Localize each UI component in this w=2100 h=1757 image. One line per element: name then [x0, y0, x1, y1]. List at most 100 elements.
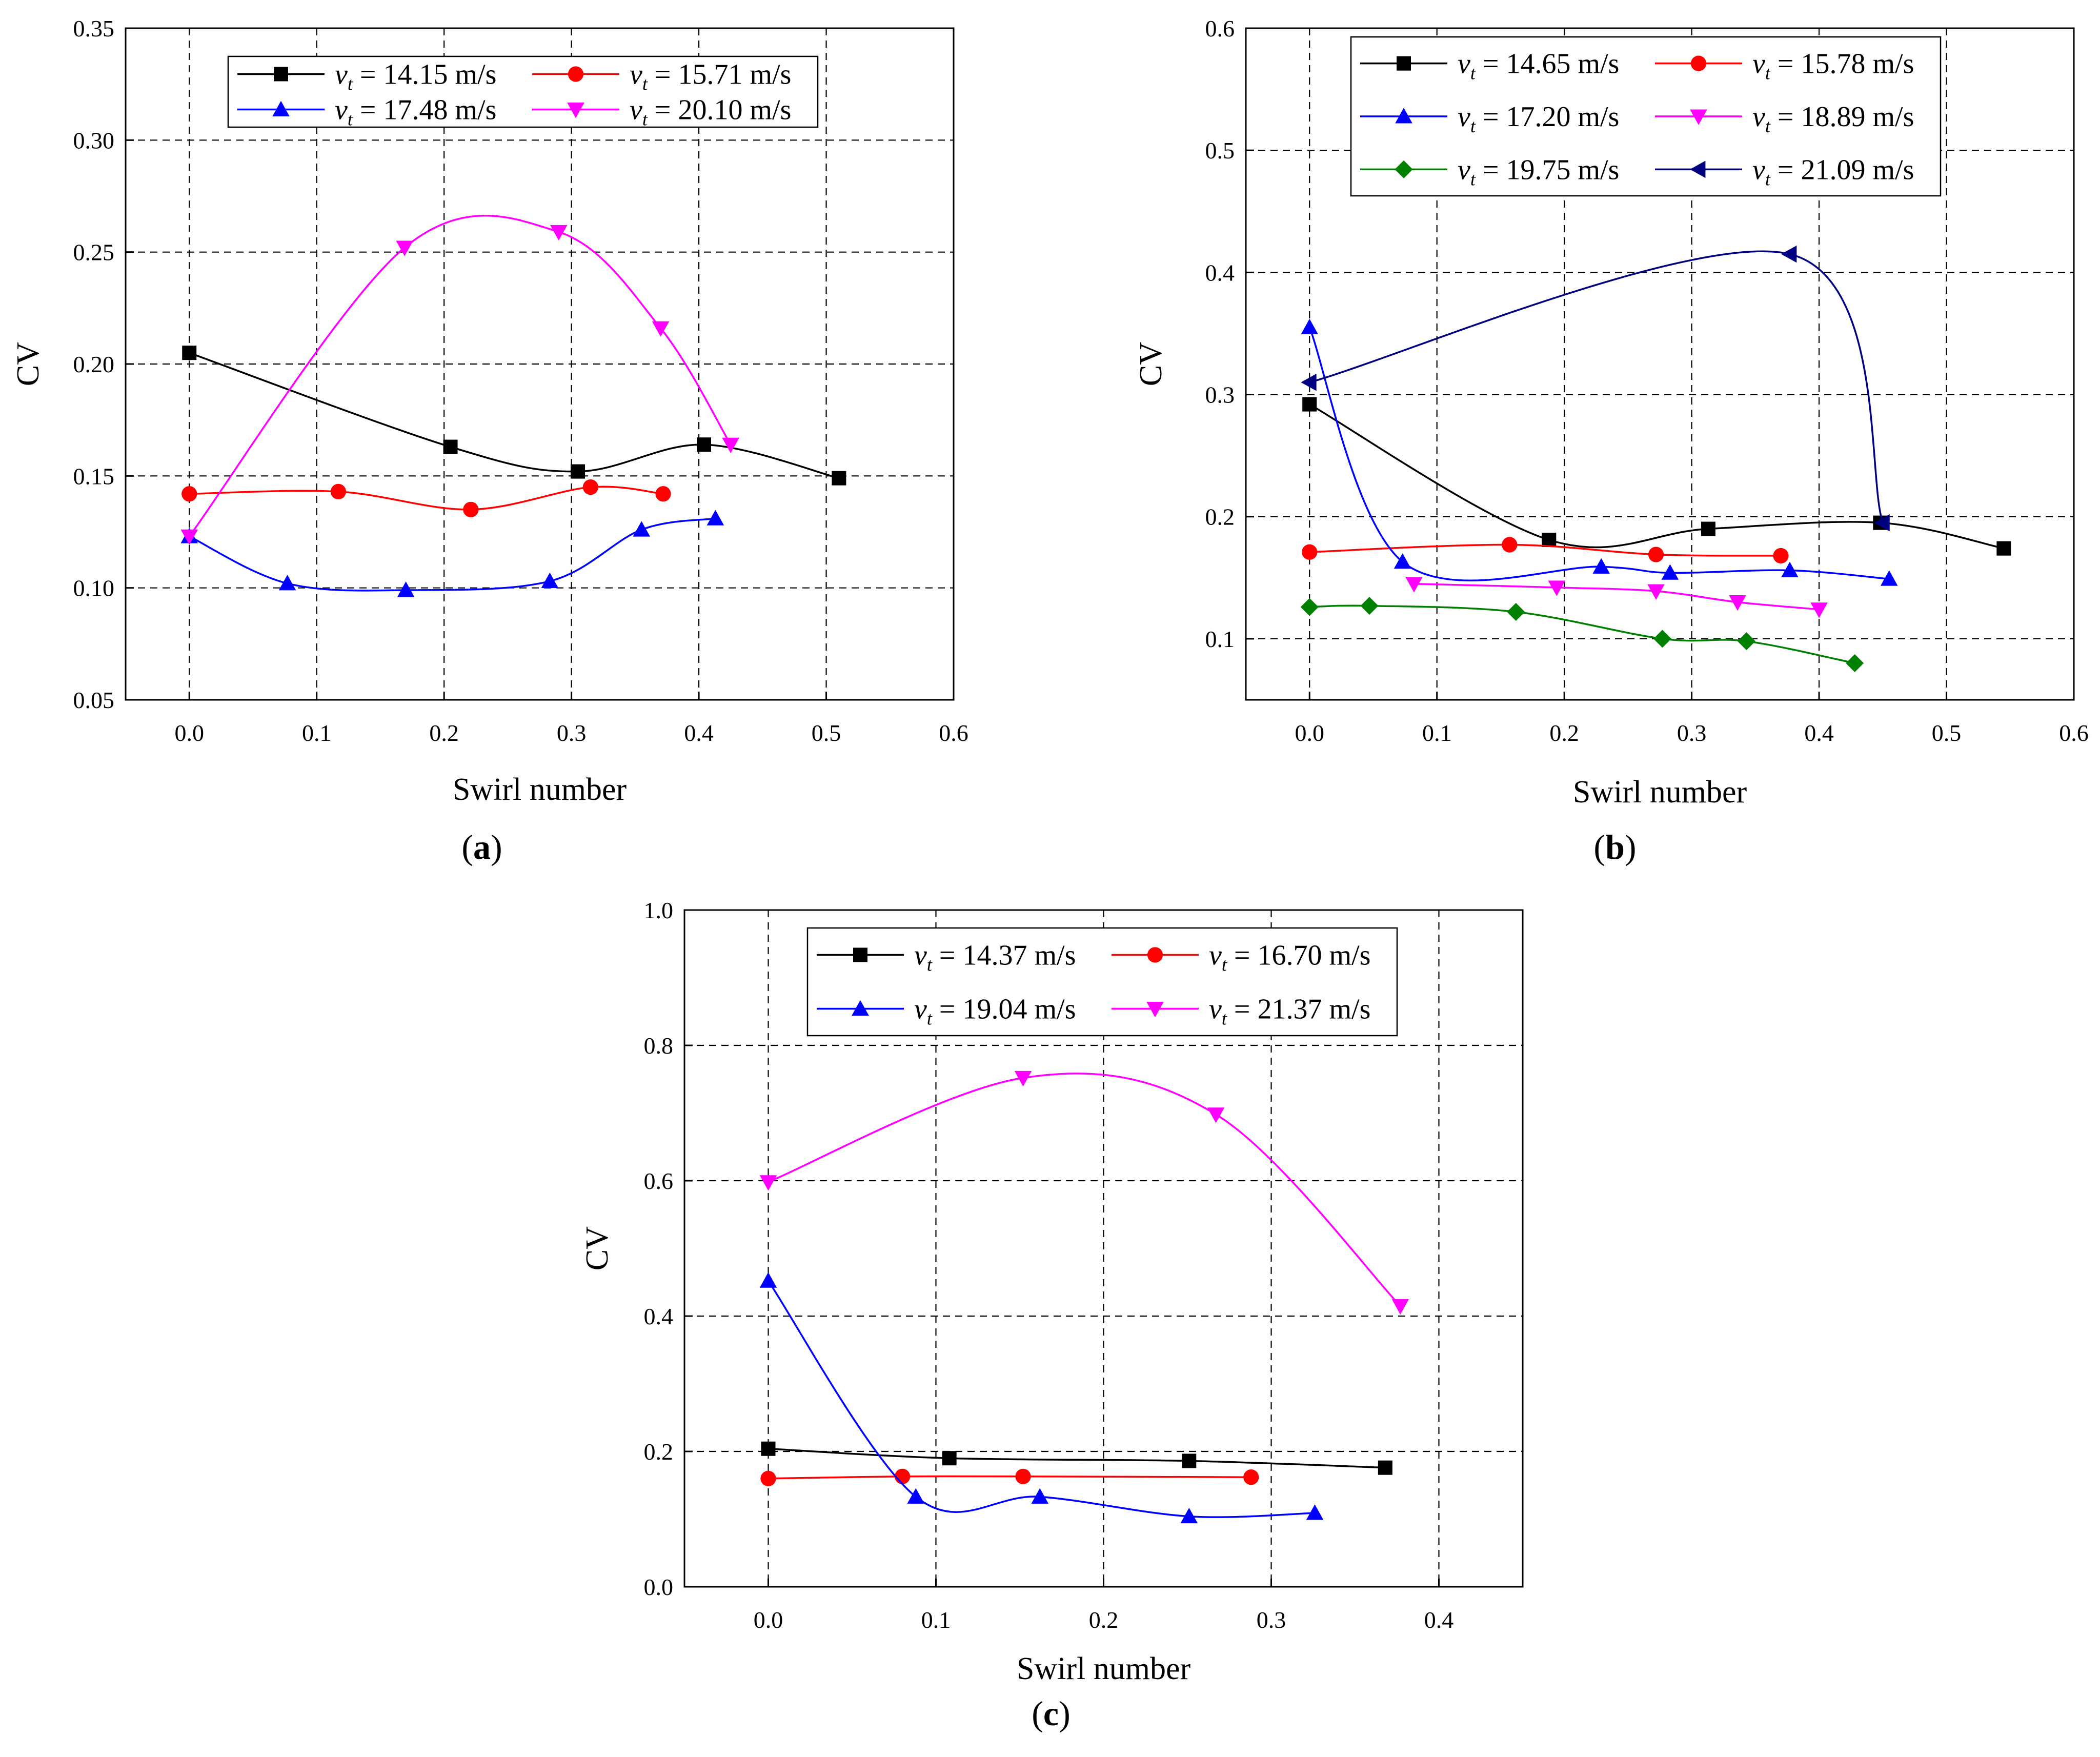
- data-point: [1648, 547, 1664, 562]
- series-c-3: [759, 1071, 1409, 1315]
- data-point: [330, 483, 347, 500]
- legend-marker: [852, 1000, 869, 1016]
- x-tick-label: 0.4: [1424, 1607, 1454, 1633]
- series-line: [188, 214, 732, 537]
- data-point: [1031, 1488, 1049, 1504]
- data-point: [759, 1272, 777, 1288]
- data-point: [182, 346, 197, 360]
- legend-item: vt = 21.37 m/s: [1112, 994, 1370, 1029]
- legend-label: vt = 19.04 m/s: [914, 994, 1076, 1029]
- legend-item: vt = 14.37 m/s: [817, 940, 1076, 975]
- data-point: [397, 581, 415, 597]
- data-point: [396, 240, 413, 256]
- legend-item: vt = 21.09 m/s: [1655, 154, 1914, 189]
- data-point: [1302, 544, 1318, 560]
- x-tick-label: 0.3: [557, 720, 587, 746]
- series-a-3: [180, 214, 739, 546]
- y-tick-label: 0.05: [73, 687, 115, 713]
- data-point: [1014, 1071, 1032, 1087]
- data-point: [1781, 245, 1797, 263]
- data-point: [1737, 632, 1755, 651]
- x-tick-label: 0.0: [1295, 720, 1324, 746]
- x-axis-label: Swirl number: [1017, 1651, 1191, 1686]
- data-point: [1661, 564, 1679, 580]
- data-point: [722, 437, 739, 453]
- legend-c: vt = 14.37 m/s vt = 16.70 m/s vt = 19.04 m…: [806, 927, 1398, 1037]
- data-point: [1653, 630, 1671, 648]
- legend-item: vt = 15.71 m/s: [532, 59, 791, 94]
- x-tick-label: 0.4: [1804, 720, 1834, 746]
- data-point: [832, 471, 846, 486]
- data-point: [759, 1175, 777, 1191]
- chart-panel-a: 0.0 0.1 0.2 0.3 0.4 0.5 0.6 0.05 0.10 0.15 0.20 0.2…: [11, 15, 968, 866]
- data-point: [180, 529, 198, 546]
- y-tick-label: 0.5: [1205, 137, 1235, 164]
- legend-label: vt = 14.37 m/s: [914, 940, 1076, 975]
- series-line: [768, 1447, 1385, 1469]
- data-point: [1542, 532, 1557, 547]
- x-tick-label: 0.5: [1932, 720, 1962, 746]
- data-point: [1729, 595, 1746, 611]
- data-point: [1207, 1107, 1225, 1123]
- subfigure-label-a: (a): [461, 827, 502, 866]
- x-axis-label: Swirl number: [1573, 775, 1747, 810]
- series-b-4: [1300, 597, 1864, 673]
- data-point: [1300, 598, 1319, 616]
- series-b-1: [1302, 537, 1789, 564]
- x-tick-label: 0.1: [1422, 720, 1452, 746]
- legend-a: vt = 14.15 m/s vt = 15.71 m/s vt = 17.48 m…: [227, 55, 819, 130]
- data-point: [1880, 570, 1898, 586]
- legend-item: vt = 19.04 m/s: [817, 994, 1076, 1029]
- data-point: [550, 225, 568, 241]
- series-line: [768, 1280, 1315, 1518]
- legend-b: vt = 14.65 m/s vt = 15.78 m/s vt = 17.20 m…: [1350, 36, 1942, 197]
- y-tick-label: 0.6: [1205, 15, 1235, 42]
- data-point: [1015, 1468, 1031, 1484]
- data-point: [697, 437, 712, 452]
- data-point: [1701, 521, 1715, 536]
- legend-label: vt = 20.10 m/s: [630, 94, 791, 130]
- y-tick-label: 0.10: [73, 575, 115, 601]
- legend-marker: [1395, 160, 1413, 178]
- data-point: [907, 1488, 925, 1504]
- legend-marker: [1146, 1002, 1164, 1018]
- data-point: [1846, 654, 1864, 673]
- y-tick-label: 0.3: [1205, 382, 1235, 408]
- y-tick-label: 0.25: [73, 239, 115, 266]
- x-tick-label: 0.4: [684, 720, 714, 746]
- x-tick-label: 0.2: [1549, 720, 1579, 746]
- legend-label: vt = 17.48 m/s: [335, 94, 496, 130]
- x-tick-label: 0.6: [2059, 720, 2089, 746]
- series-line: [1309, 250, 1884, 523]
- legend-label: vt = 15.71 m/s: [630, 59, 791, 94]
- data-point: [1874, 514, 1890, 532]
- legend-label: vt = 14.15 m/s: [335, 59, 496, 94]
- data-point: [1507, 603, 1525, 621]
- data-point: [706, 510, 724, 526]
- data-point: [1302, 397, 1317, 412]
- data-point: [278, 575, 296, 591]
- y-tick-label: 0.4: [1205, 259, 1235, 286]
- series-line: [768, 1475, 1251, 1480]
- legend-item: vt = 20.10 m/s: [532, 94, 791, 130]
- x-axis-label: Swirl number: [453, 772, 627, 807]
- legend-marker: [568, 66, 584, 82]
- legend-item: vt = 17.48 m/s: [237, 94, 496, 130]
- x-tick-label: 0.1: [302, 720, 332, 746]
- legend-item: vt = 16.70 m/s: [1112, 940, 1370, 975]
- data-point: [571, 464, 585, 479]
- series-line: [189, 486, 663, 511]
- series-b-5: [1301, 245, 1890, 532]
- data-point: [894, 1468, 911, 1484]
- data-point: [1301, 373, 1317, 391]
- series-line: [1309, 543, 1781, 557]
- legend-box: [806, 927, 1398, 1037]
- y-tick-label: 0.2: [644, 1439, 674, 1465]
- data-point: [1394, 553, 1411, 569]
- chart-panel-c: 0.0 0.1 0.2 0.3 0.4 0.0 0.2 0.4 0.6 0.8 1.0 Swirl n…: [580, 897, 1524, 1733]
- series-line: [1309, 403, 2004, 550]
- subfigure-label-c: (c): [1032, 1694, 1071, 1733]
- data-point: [1810, 602, 1828, 618]
- legend-item: vt = 18.89 m/s: [1655, 101, 1914, 136]
- legend-label: vt = 21.09 m/s: [1752, 154, 1914, 189]
